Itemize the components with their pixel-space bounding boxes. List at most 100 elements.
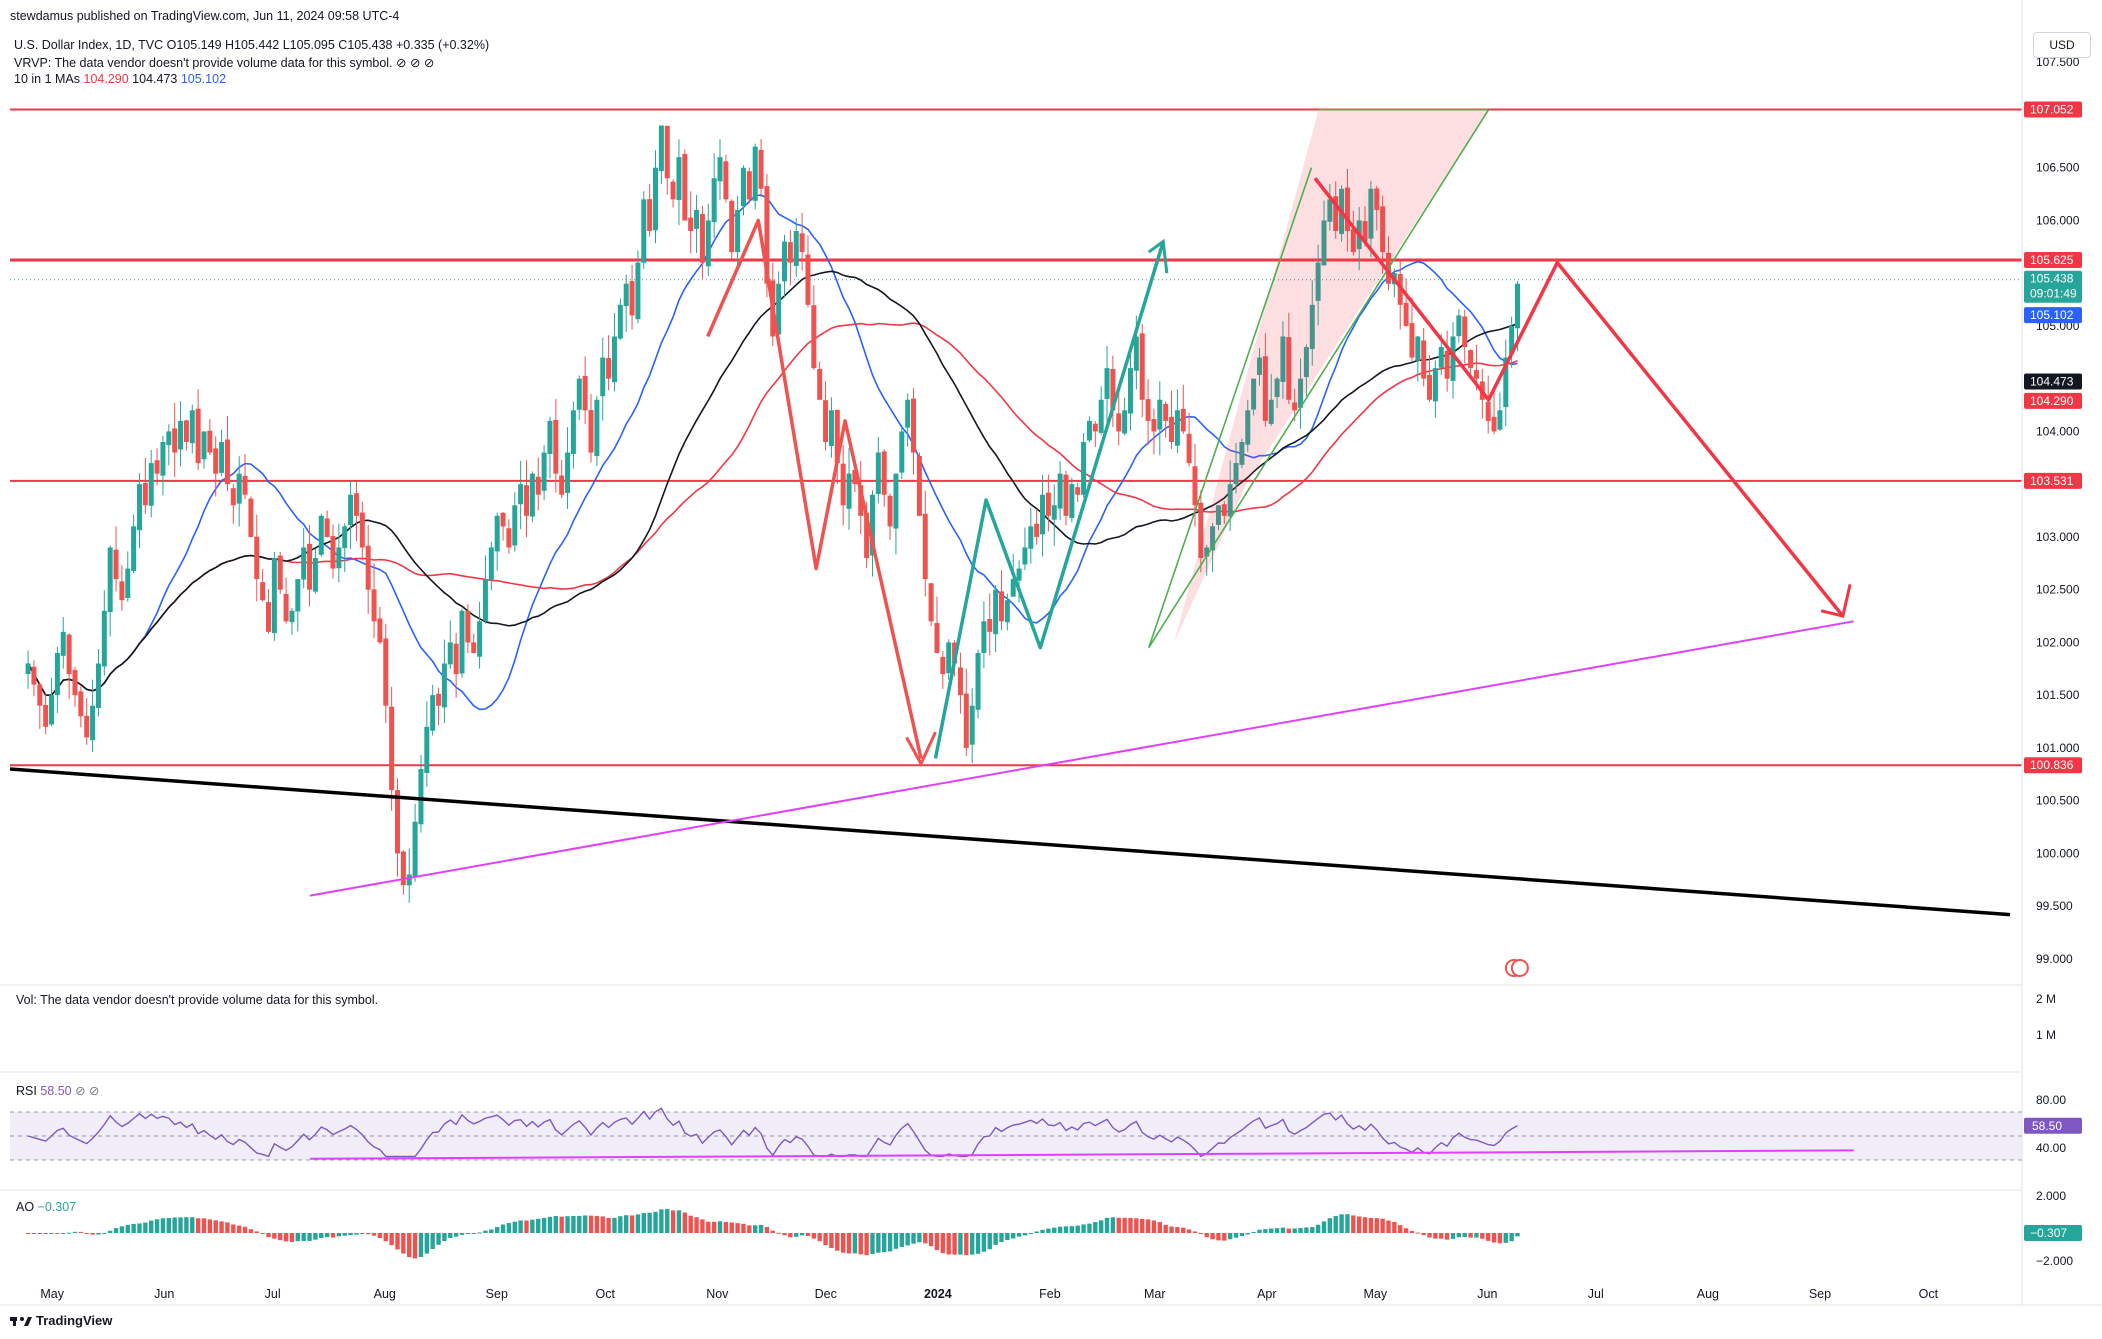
ao-bar [207,1219,213,1233]
ma-price-text: 104.290 [2030,394,2074,408]
ao-bar [78,1231,84,1233]
candle-body [307,543,313,590]
ticker-line: U.S. Dollar Index, 1D, TVC O105.149 H105… [14,38,489,52]
candle-body [782,241,788,282]
candle-body [125,568,131,599]
ao-bar [1368,1217,1374,1233]
flag-icon [1510,959,1529,977]
ao-bar [283,1233,289,1242]
candle-body [535,476,541,495]
candle-body [1456,315,1462,337]
candle-body [1098,399,1104,433]
candle-body [899,431,905,473]
ao-bar [430,1233,435,1250]
ao-bar [278,1233,283,1241]
candle-body [524,485,530,516]
ao-bar [1028,1233,1033,1234]
candle-body [1122,410,1128,434]
ao-bar [383,1233,388,1242]
candle-body [1251,378,1257,410]
candle-body [981,621,987,653]
ao-bar [946,1233,951,1255]
candle-body [25,663,31,675]
ao-bar [160,1218,166,1233]
ao-bar [647,1212,652,1233]
candle-body [488,547,494,580]
ao-bar [688,1215,693,1233]
price-tick-label: 102.000 [2036,635,2080,649]
candle-body [207,430,213,453]
candle-body [1298,378,1304,408]
ao-bar [577,1215,582,1233]
rsi-label[interactable]: RSI [16,1084,37,1098]
ao-bar [934,1233,940,1251]
candle-body [840,463,846,506]
ao-bar [1192,1231,1198,1233]
ao-bar [665,1209,670,1233]
ao-bar [72,1231,78,1233]
candle-body [893,473,899,529]
candle-body [1280,336,1286,382]
ao-bar [711,1221,717,1233]
ao-bar [149,1220,154,1233]
candle-body [694,209,700,229]
ao-bar [1239,1233,1245,1237]
ao-bar [477,1232,482,1234]
candle-body [95,663,101,708]
ma-label[interactable]: 10 in 1 MAs [14,72,81,86]
ma-price-text: 105.102 [2030,308,2074,322]
candle-body [1327,199,1333,222]
candle-body [1210,526,1216,551]
candle-body [1169,416,1175,442]
teal-zigzag [933,241,1165,759]
ao-bar [682,1212,688,1233]
ao-bar [1351,1215,1356,1233]
level-price-badge [2024,101,2082,118]
ao-bar [1128,1217,1133,1233]
candle-body [594,399,600,457]
candle-body [271,558,277,634]
candle-body [1432,368,1438,402]
ao-bar [776,1232,781,1234]
ao-bar [1298,1228,1303,1233]
ao-bar [817,1233,822,1242]
candle-body [1473,370,1479,379]
candle-body [1303,347,1309,378]
ao-bar [412,1233,418,1259]
ao-value-text: −0.307 [2030,1226,2067,1240]
ao-bar [829,1233,834,1249]
tradingview-logo[interactable]: TradingView [10,1313,112,1328]
ao-bar [231,1224,236,1233]
vrvp-hide-icons[interactable]: ⊘ ⊘ ⊘ [396,56,435,70]
candle-body [84,715,90,738]
candle-body [811,305,817,369]
ao-bar [377,1233,383,1239]
ao-bar [401,1233,406,1254]
ao-bar [1427,1233,1432,1238]
ao-value-badge [2024,1225,2082,1241]
ao-bar [1409,1230,1415,1233]
candle-body [1409,323,1415,358]
price-tick-label: 107.500 [2036,55,2080,69]
candle-body [377,618,383,643]
candle-body [119,581,125,601]
candle-body [131,526,137,571]
ao-bar [442,1233,447,1242]
volume-tick-label: 1 M [2036,1028,2056,1042]
ao-bar [295,1233,301,1242]
symbol-name[interactable]: U.S. Dollar Index, 1D, TVC [14,38,164,52]
ao-bar [541,1217,547,1233]
currency-button[interactable]: USD [2033,32,2091,58]
time-tick-label: Jul [1588,1287,1604,1301]
candle-body [664,125,670,179]
ao-bar [629,1215,635,1233]
candle-body [43,704,49,727]
ao-bar [1356,1216,1362,1233]
ao-bar [1075,1225,1080,1233]
ao-label[interactable]: AO [16,1200,35,1214]
candle-body [1497,410,1503,430]
candle-body [1380,206,1386,253]
ao-bar [260,1233,265,1234]
projection-arrow-head [1820,584,1852,618]
